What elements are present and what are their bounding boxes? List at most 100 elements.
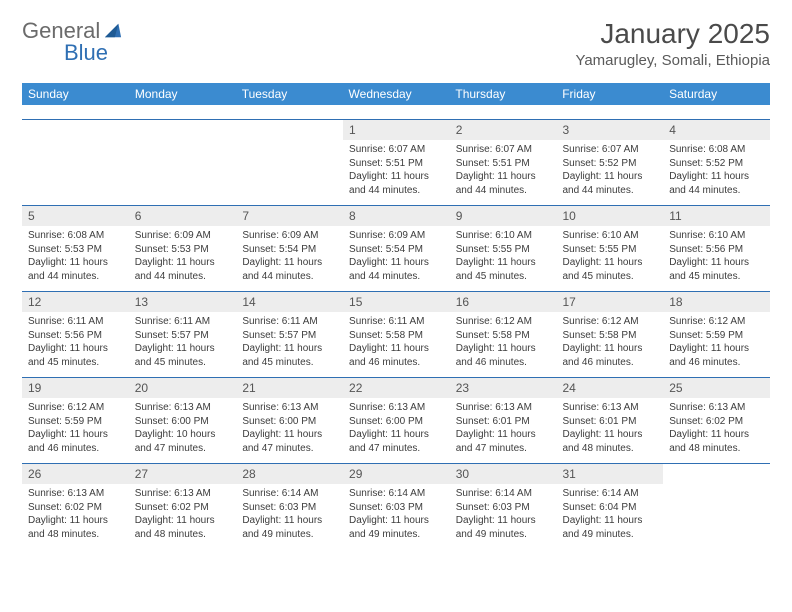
day-cell: 24Sunrise: 6:13 AMSunset: 6:01 PMDayligh… bbox=[556, 378, 663, 464]
sunrise-text: Sunrise: 6:13 AM bbox=[135, 487, 231, 501]
daylight-text: and 49 minutes. bbox=[562, 528, 657, 542]
sunrise-text: Sunrise: 6:09 AM bbox=[349, 229, 444, 243]
day-details: Sunrise: 6:07 AMSunset: 5:51 PMDaylight:… bbox=[343, 140, 450, 205]
sunset-text: Sunset: 5:54 PM bbox=[242, 243, 337, 257]
day-number: 5 bbox=[22, 206, 129, 226]
daylight-text: and 45 minutes. bbox=[456, 270, 551, 284]
day-cell: 21Sunrise: 6:13 AMSunset: 6:00 PMDayligh… bbox=[236, 378, 343, 464]
daylight-text: Daylight: 11 hours bbox=[242, 342, 337, 356]
daylight-text: Daylight: 11 hours bbox=[456, 342, 551, 356]
sunrise-text: Sunrise: 6:09 AM bbox=[242, 229, 337, 243]
day-number: 20 bbox=[129, 378, 237, 398]
sunrise-text: Sunrise: 6:13 AM bbox=[456, 401, 551, 415]
daylight-text: Daylight: 11 hours bbox=[562, 428, 657, 442]
sunset-text: Sunset: 6:00 PM bbox=[349, 415, 444, 429]
day-cell: 3Sunrise: 6:07 AMSunset: 5:52 PMDaylight… bbox=[556, 120, 663, 206]
daylight-text: and 44 minutes. bbox=[562, 184, 657, 198]
sunset-text: Sunset: 6:03 PM bbox=[456, 501, 551, 515]
day-cell bbox=[663, 464, 770, 550]
dow-cell: Sunday bbox=[22, 83, 129, 105]
day-cell: 16Sunrise: 6:12 AMSunset: 5:58 PMDayligh… bbox=[450, 292, 557, 378]
day-number: 25 bbox=[663, 378, 770, 398]
sunset-text: Sunset: 5:54 PM bbox=[349, 243, 444, 257]
daylight-text: and 44 minutes. bbox=[456, 184, 551, 198]
sunset-text: Sunset: 6:04 PM bbox=[562, 501, 657, 515]
dow-cell: Monday bbox=[129, 83, 236, 105]
daylight-text: Daylight: 11 hours bbox=[242, 514, 337, 528]
sunset-text: Sunset: 5:53 PM bbox=[135, 243, 231, 257]
sunset-text: Sunset: 5:55 PM bbox=[456, 243, 551, 257]
day-cell: 19Sunrise: 6:12 AMSunset: 5:59 PMDayligh… bbox=[22, 378, 129, 464]
daylight-text: Daylight: 11 hours bbox=[669, 170, 764, 184]
daylight-text: Daylight: 11 hours bbox=[669, 342, 764, 356]
sunset-text: Sunset: 5:59 PM bbox=[28, 415, 123, 429]
day-details: Sunrise: 6:11 AMSunset: 5:57 PMDaylight:… bbox=[129, 312, 237, 377]
day-cell: 6Sunrise: 6:09 AMSunset: 5:53 PMDaylight… bbox=[129, 206, 237, 292]
day-cell: 15Sunrise: 6:11 AMSunset: 5:58 PMDayligh… bbox=[343, 292, 450, 378]
dow-cell: Saturday bbox=[663, 83, 770, 105]
daylight-text: Daylight: 11 hours bbox=[456, 170, 551, 184]
day-cell: 9 Sunrise: 6:10 AMSunset: 5:55 PMDaylight… bbox=[450, 206, 557, 292]
day-number: 27 bbox=[129, 464, 237, 484]
daylight-text: Daylight: 11 hours bbox=[349, 428, 444, 442]
day-cell bbox=[22, 120, 129, 206]
day-number: 19 bbox=[22, 378, 129, 398]
daylight-text: and 45 minutes. bbox=[135, 356, 231, 370]
day-number: 18 bbox=[663, 292, 770, 312]
day-details: Sunrise: 6:11 AMSunset: 5:56 PMDaylight:… bbox=[22, 312, 129, 377]
day-cell: 8Sunrise: 6:09 AMSunset: 5:54 PMDaylight… bbox=[343, 206, 450, 292]
daylight-text: and 44 minutes. bbox=[349, 270, 444, 284]
day-cell: 22 Sunrise: 6:13 AMSunset: 6:00 PMDayligh… bbox=[343, 378, 450, 464]
day-details: Sunrise: 6:12 AMSunset: 5:59 PMDaylight:… bbox=[22, 398, 129, 463]
sunset-text: Sunset: 5:56 PM bbox=[669, 243, 764, 257]
daylight-text: Daylight: 11 hours bbox=[456, 256, 551, 270]
daylight-text: Daylight: 11 hours bbox=[135, 342, 231, 356]
dow-cell: Friday bbox=[556, 83, 663, 105]
sunrise-text: Sunrise: 6:13 AM bbox=[242, 401, 337, 415]
day-details bbox=[236, 126, 343, 184]
sunset-text: Sunset: 5:53 PM bbox=[28, 243, 123, 257]
day-details: Sunrise: 6:13 AMSunset: 6:02 PMDaylight:… bbox=[663, 398, 770, 463]
day-cell: 14Sunrise: 6:11 AMSunset: 5:57 PMDayligh… bbox=[236, 292, 343, 378]
day-number: 4 bbox=[663, 120, 770, 140]
header: GeneralBlue January 2025 Yamarugley, Som… bbox=[22, 18, 770, 69]
sunrise-text: Sunrise: 6:10 AM bbox=[456, 229, 551, 243]
daylight-text: and 46 minutes. bbox=[562, 356, 657, 370]
daylight-text: Daylight: 11 hours bbox=[28, 428, 123, 442]
day-details: Sunrise: 6:11 AMSunset: 5:57 PMDaylight:… bbox=[236, 312, 343, 377]
day-details: Sunrise: 6:09 AMSunset: 5:54 PMDaylight:… bbox=[236, 226, 343, 291]
sunrise-text: Sunrise: 6:08 AM bbox=[669, 143, 764, 157]
calendar-body: 1Sunrise: 6:07 AMSunset: 5:51 PMDaylight… bbox=[22, 119, 770, 549]
day-number: 14 bbox=[236, 292, 343, 312]
daylight-text: and 47 minutes. bbox=[349, 442, 444, 456]
daylight-text: and 48 minutes. bbox=[135, 528, 231, 542]
daylight-text: Daylight: 11 hours bbox=[669, 256, 764, 270]
sunset-text: Sunset: 5:56 PM bbox=[28, 329, 123, 343]
logo: GeneralBlue bbox=[22, 18, 124, 66]
day-number: 9 bbox=[450, 206, 557, 226]
day-cell bbox=[129, 120, 237, 206]
day-details: Sunrise: 6:14 AMSunset: 6:03 PMDaylight:… bbox=[236, 484, 343, 549]
sunrise-text: Sunrise: 6:13 AM bbox=[349, 401, 444, 415]
daylight-text: Daylight: 11 hours bbox=[242, 428, 337, 442]
day-details: Sunrise: 6:14 AMSunset: 6:03 PMDaylight:… bbox=[343, 484, 450, 549]
week-row: 12Sunrise: 6:11 AMSunset: 5:56 PMDayligh… bbox=[22, 292, 770, 378]
daylight-text: and 45 minutes. bbox=[562, 270, 657, 284]
calendar-table: Sunday Monday Tuesday Wednesday Thursday… bbox=[22, 83, 770, 105]
sunset-text: Sunset: 5:51 PM bbox=[349, 157, 444, 171]
day-details: Sunrise: 6:07 AMSunset: 5:52 PMDaylight:… bbox=[556, 140, 663, 205]
day-cell: 2Sunrise: 6:07 AMSunset: 5:51 PMDaylight… bbox=[450, 120, 557, 206]
day-cell: 29Sunrise: 6:14 AMSunset: 6:03 PMDayligh… bbox=[343, 464, 450, 550]
daylight-text: Daylight: 10 hours bbox=[135, 428, 231, 442]
day-details: Sunrise: 6:13 AMSunset: 6:02 PMDaylight:… bbox=[22, 484, 129, 549]
daylight-text: Daylight: 11 hours bbox=[562, 256, 657, 270]
daylight-text: and 44 minutes. bbox=[28, 270, 123, 284]
dow-row: Sunday Monday Tuesday Wednesday Thursday… bbox=[22, 83, 770, 105]
sunset-text: Sunset: 5:58 PM bbox=[456, 329, 551, 343]
day-number: 12 bbox=[22, 292, 129, 312]
day-cell: 25Sunrise: 6:13 AMSunset: 6:02 PMDayligh… bbox=[663, 378, 770, 464]
day-cell: 10Sunrise: 6:10 AMSunset: 5:55 PMDayligh… bbox=[556, 206, 663, 292]
sunrise-text: Sunrise: 6:12 AM bbox=[28, 401, 123, 415]
day-number: 22 bbox=[343, 378, 450, 398]
sunrise-text: Sunrise: 6:13 AM bbox=[135, 401, 231, 415]
